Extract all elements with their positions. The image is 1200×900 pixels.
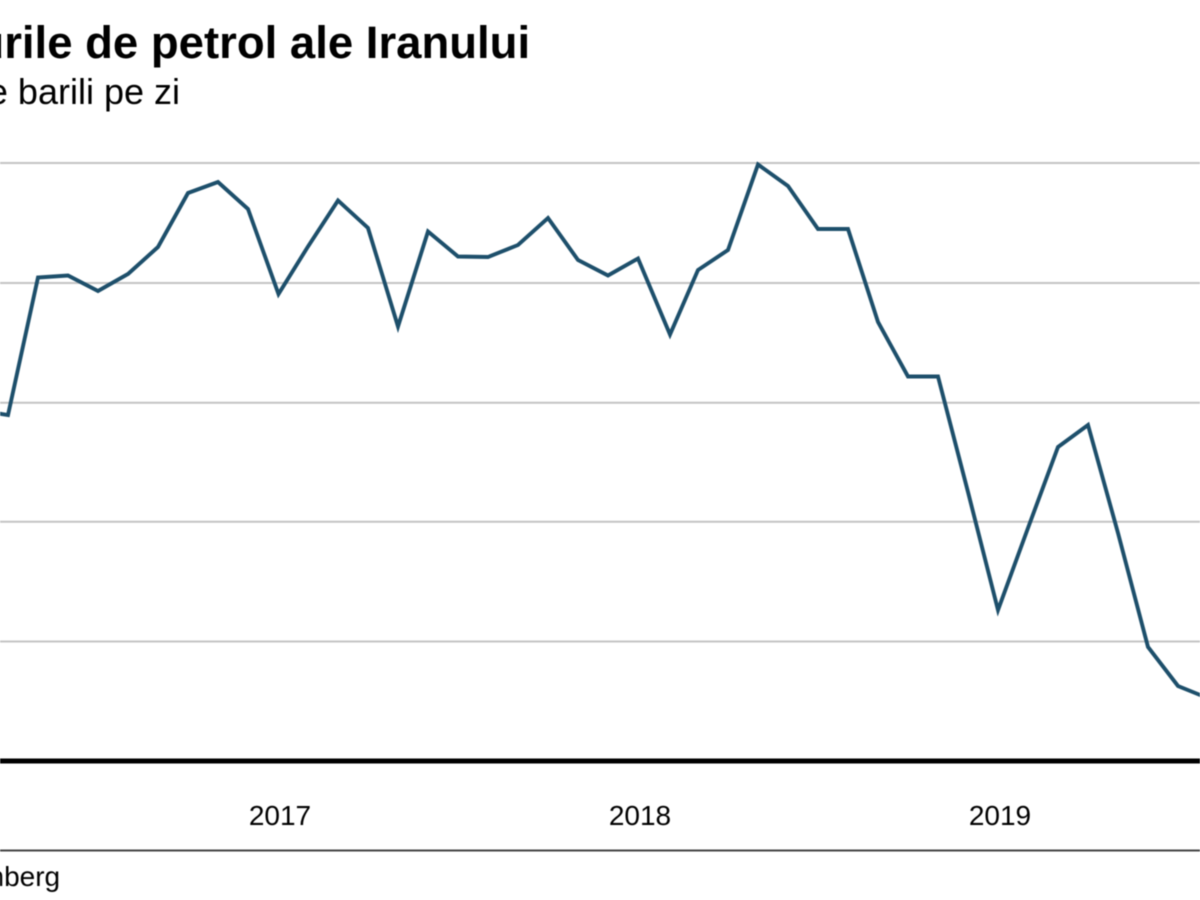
svg-text:2018: 2018 (609, 800, 671, 831)
svg-text:2019: 2019 (969, 800, 1031, 831)
svg-text:2017: 2017 (249, 800, 311, 831)
